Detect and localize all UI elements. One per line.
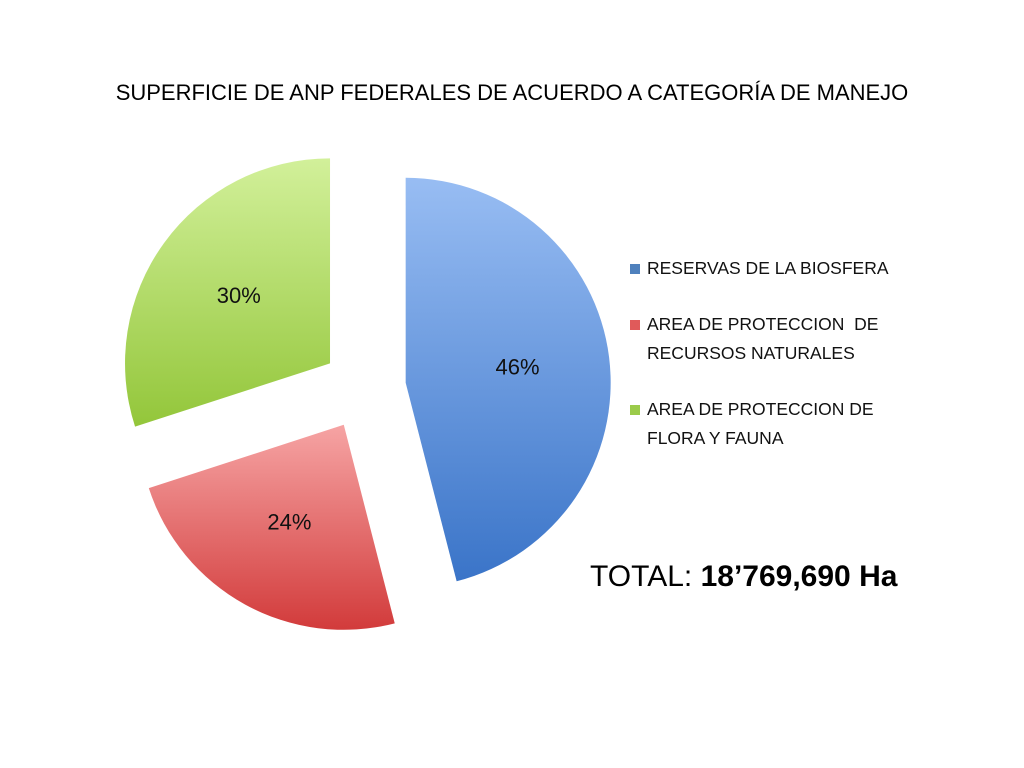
legend-label: RESERVAS DE LA BIOSFERA — [647, 258, 889, 278]
legend-label: AREA DE PROTECCION DE FLORA Y FAUNA — [647, 399, 874, 448]
legend-swatch-red — [630, 320, 640, 330]
legend-swatch-green — [630, 405, 640, 415]
legend-swatch-blue — [630, 264, 640, 274]
total-label: TOTAL: — [590, 560, 693, 593]
pie-slice-3 — [125, 158, 331, 427]
pie-slice-1 — [405, 177, 611, 582]
legend-item-recursos: AREA DE PROTECCION DE RECURSOS NATURALES — [630, 314, 920, 368]
legend-item-flora: AREA DE PROTECCION DE FLORA Y FAUNA — [630, 399, 920, 453]
legend-label: AREA DE PROTECCION DE RECURSOS NATURALES — [647, 314, 884, 363]
total-area: TOTAL: 18’769,690 Ha — [590, 560, 897, 594]
pie-slice-2 — [148, 424, 395, 630]
legend-item-reservas: RESERVAS DE LA BIOSFERA — [630, 258, 920, 283]
pie-slice-label: 24% — [267, 509, 311, 534]
chart-legend: RESERVAS DE LA BIOSFERA AREA DE PROTECCI… — [630, 258, 920, 484]
chart-title: SUPERFICIE DE ANP FEDERALES DE ACUERDO A… — [115, 80, 909, 105]
pie-slice-label: 46% — [496, 354, 540, 379]
pie-slice-label: 30% — [217, 283, 261, 308]
total-value: 18’769,690 Ha — [700, 560, 898, 593]
